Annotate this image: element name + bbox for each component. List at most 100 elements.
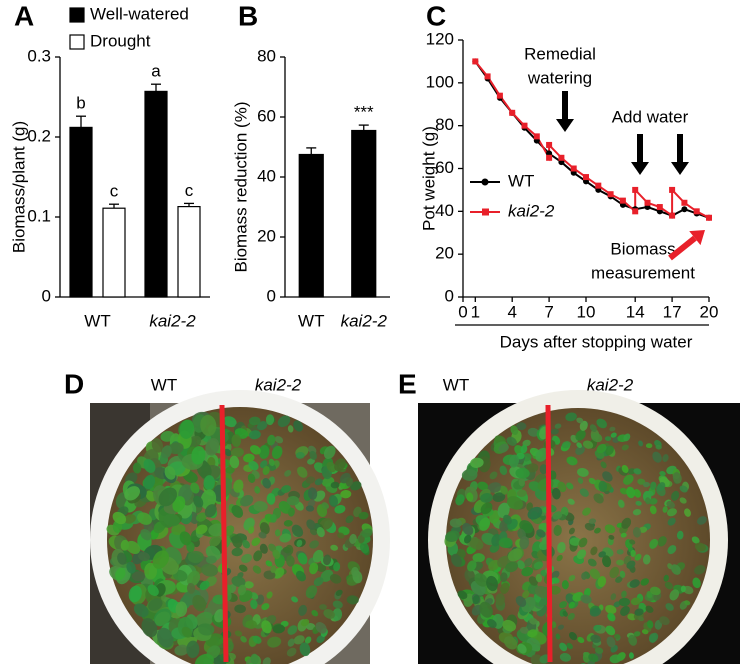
leaf — [551, 428, 559, 435]
leaf — [694, 565, 706, 575]
leaf — [529, 617, 538, 625]
leaf — [593, 624, 602, 632]
leaf — [626, 486, 636, 499]
leaf — [291, 596, 299, 603]
leaf — [266, 591, 273, 599]
x-tick-label: WT — [298, 311, 324, 330]
leaf — [650, 481, 657, 490]
leaf — [552, 511, 563, 520]
leaf — [655, 444, 662, 450]
x-axis-label: Days after stopping water — [500, 332, 693, 351]
leaf — [281, 485, 292, 493]
marker — [644, 199, 651, 206]
leaf — [582, 440, 594, 449]
leaf — [520, 444, 528, 454]
leaf — [287, 625, 298, 635]
leaf — [649, 586, 661, 596]
leaf — [503, 514, 512, 525]
leaf — [469, 537, 484, 550]
leaf — [551, 570, 560, 579]
leaf — [609, 426, 616, 432]
leaf — [590, 634, 601, 643]
leaf — [199, 580, 210, 591]
leaf — [559, 653, 572, 662]
marker — [496, 92, 503, 99]
seedlings — [106, 411, 373, 664]
leaf — [248, 416, 261, 426]
leaf — [642, 554, 651, 565]
leaf — [579, 488, 589, 497]
legend-label: kai2-2 — [508, 201, 555, 220]
leaf — [645, 443, 653, 449]
leaf — [208, 523, 226, 537]
leaf — [358, 511, 369, 520]
leaf — [126, 561, 136, 574]
leaf — [320, 569, 334, 582]
leaf — [480, 493, 493, 503]
bar — [102, 207, 126, 298]
leaf — [295, 570, 306, 582]
leaf — [152, 550, 170, 569]
leaf — [517, 643, 527, 654]
leaf — [628, 652, 634, 659]
leaf — [124, 514, 136, 524]
leaf — [602, 555, 612, 568]
annotation: Remedial — [524, 44, 596, 63]
leaf — [297, 466, 308, 478]
leaf — [248, 526, 255, 534]
leaf — [522, 439, 531, 447]
marker — [521, 122, 528, 129]
leaf — [361, 528, 373, 538]
leaf — [305, 476, 316, 484]
leaf — [566, 482, 574, 490]
y-tick-label: 0.3 — [27, 46, 51, 65]
leaf — [274, 436, 284, 444]
leaf — [248, 430, 261, 440]
leaf — [445, 530, 460, 542]
leaf — [351, 566, 359, 577]
leaf — [528, 576, 538, 586]
leaf — [283, 519, 293, 527]
leaf — [645, 497, 651, 505]
leaf — [337, 532, 345, 539]
leaf — [309, 450, 317, 460]
leaf — [667, 508, 677, 517]
bar — [351, 129, 377, 298]
leaf — [672, 472, 682, 484]
leaf — [190, 482, 200, 494]
leaf — [615, 576, 623, 583]
leaf — [462, 522, 474, 536]
leaf — [551, 487, 561, 500]
leaf — [200, 414, 217, 437]
leaf — [582, 507, 591, 516]
leaf — [240, 495, 254, 507]
leaf — [662, 454, 669, 462]
y-axis-label: Biomass/plant (g) — [9, 121, 28, 253]
leaf — [157, 627, 174, 648]
leaf — [172, 496, 186, 512]
leaf — [479, 517, 491, 531]
leaf — [649, 538, 659, 549]
leaf — [568, 574, 576, 582]
leaf — [588, 653, 599, 663]
leaf — [487, 619, 497, 628]
leaf — [194, 653, 214, 664]
leaf — [620, 532, 627, 538]
photo-label: WT — [151, 375, 177, 394]
leaf — [333, 562, 341, 572]
leaf — [519, 626, 529, 634]
legend-swatch — [69, 34, 85, 50]
leaf — [335, 589, 343, 597]
leaf — [588, 477, 596, 485]
leaf — [138, 551, 150, 562]
leaf — [168, 442, 184, 455]
leaf — [657, 482, 666, 492]
divider — [545, 404, 553, 663]
leaf — [117, 552, 127, 565]
leaf — [350, 481, 362, 491]
marker — [632, 208, 639, 215]
leaf — [587, 558, 597, 567]
leaf — [179, 419, 195, 439]
leaf — [628, 634, 637, 646]
leaf — [576, 549, 587, 560]
